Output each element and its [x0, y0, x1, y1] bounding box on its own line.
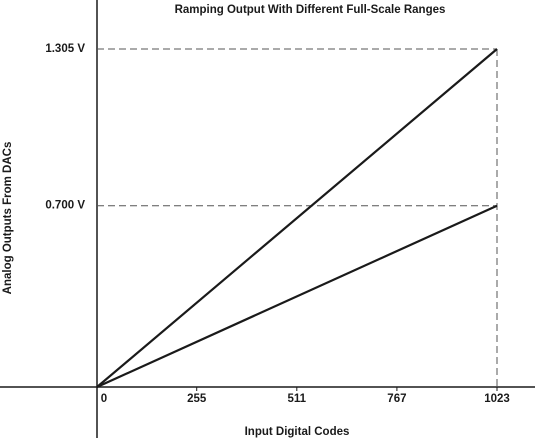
x-tick-label: 255: [187, 393, 207, 405]
data-line: [96, 48, 498, 388]
data-line: [96, 204, 498, 389]
y-tick-label: 0.700 V: [45, 200, 85, 212]
y-tick-label: 1.305 V: [45, 43, 85, 55]
y-axis-label: Analog Outputs From DACs: [2, 142, 14, 295]
x-axis-label: Input Digital Codes: [245, 426, 350, 438]
x-tick-label: 511: [288, 393, 307, 405]
x-tick-label: 0: [101, 393, 107, 405]
chart-title: Ramping Output With Different Full-Scale…: [175, 4, 446, 16]
x-tick-label: 767: [387, 393, 406, 405]
x-tick-label: 1023: [484, 393, 510, 405]
